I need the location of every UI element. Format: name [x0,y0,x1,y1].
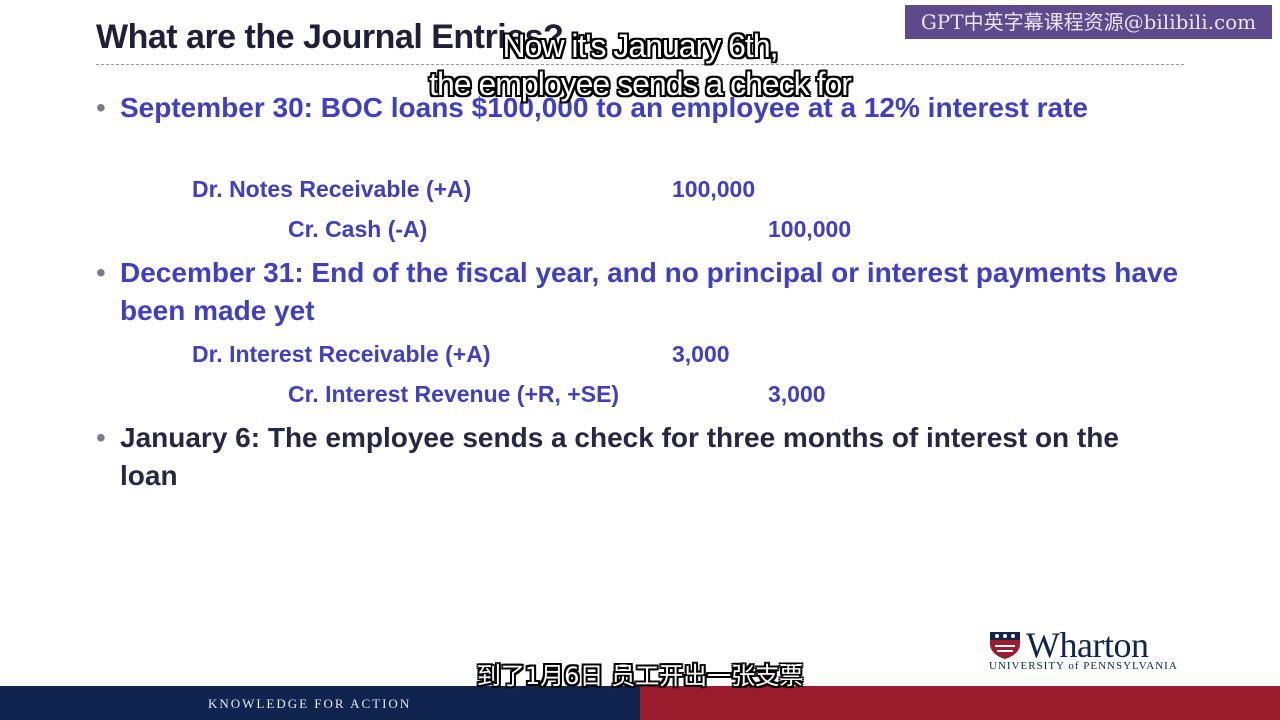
wharton-logo: Wharton UNIVERSITY of PENNSYLVANIA [988,625,1193,672]
watermark-label: GPT中英字幕课程资源@bilibili.com [905,5,1272,39]
title-divider [96,64,1184,65]
bullet-january-6: January 6: The employee sends a check fo… [96,419,1180,495]
footer-bar-navy [0,686,640,720]
entry-account: Cr. Interest Revenue (+R, +SE) [288,381,620,407]
slide-title: What are the Journal Entries? [96,18,564,56]
logo-name: Wharton [1026,625,1149,665]
entry-account: Dr. Notes Receivable (+A) [192,176,472,202]
entry-amount: 100,000 [768,216,852,242]
logo-university: UNIVERSITY of PENNSYLVANIA [989,660,1178,672]
entry-account: Cr. Cash (-A) [288,216,428,242]
subtitle-chinese: 到了1月6日 员工开出一张支票 [476,662,804,690]
subtitle-line-2: the employee sends a check for [429,66,852,102]
entry-amount: 3,000 [768,381,826,407]
footer-bar-red [640,686,1280,720]
bullet-december-31: December 31: End of the fiscal year, and… [96,254,1180,330]
entry-amount: 3,000 [672,341,730,367]
entry-amount: 100,000 [672,176,756,202]
shield-icon [990,632,1020,659]
entry-account: Dr. Interest Receivable (+A) [192,341,491,367]
bullet-september-30: September 30: BOC loans $100,000 to an e… [96,89,1180,127]
subtitle-line-1: Now it's January 6th, [502,28,778,64]
footer-tagline: KNOWLEDGE FOR ACTION [208,696,412,711]
